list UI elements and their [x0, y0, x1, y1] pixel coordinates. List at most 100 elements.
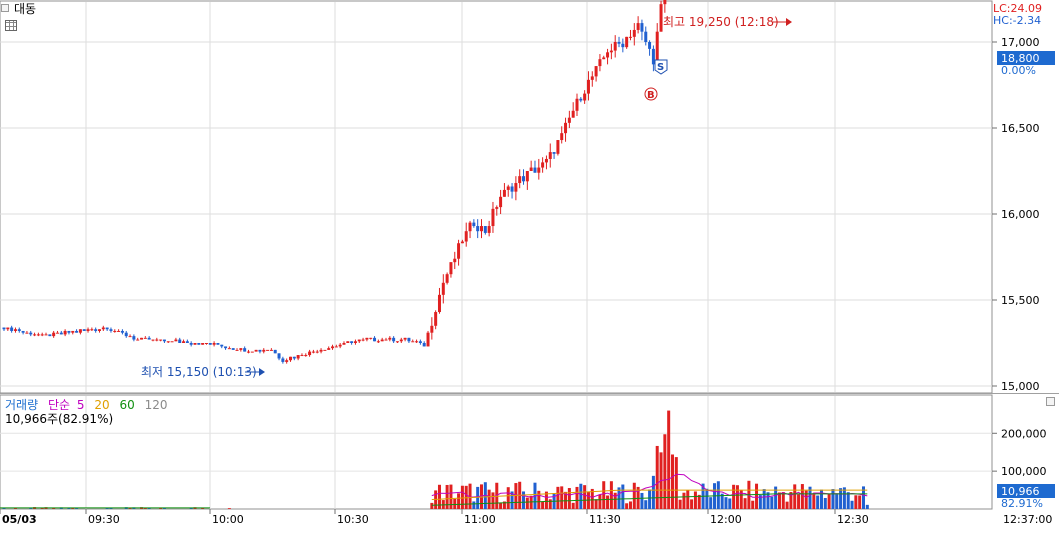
candle-body [71, 330, 75, 333]
volume-bar [644, 500, 648, 509]
candle-body [124, 332, 128, 337]
volume-bar [781, 492, 785, 509]
volume-bar [159, 507, 163, 509]
volume-bar [445, 484, 449, 509]
candle-body [193, 343, 197, 345]
candle-body [373, 337, 377, 342]
time-axis-label: 09:30 [88, 513, 120, 526]
volume-bar [648, 489, 652, 509]
candle-body [117, 330, 121, 332]
candle-body [227, 348, 231, 350]
candle-body [52, 332, 56, 337]
volume-bar [762, 489, 766, 509]
volume-bar [598, 494, 602, 509]
candle-body [395, 341, 399, 343]
volume-bar [502, 501, 506, 509]
volume-bar [472, 501, 476, 509]
candle-body [487, 226, 491, 233]
volume-bar [487, 489, 491, 509]
volume-bar [594, 499, 598, 509]
candle-body [151, 339, 155, 341]
candle-body [140, 337, 144, 340]
volume-bar [640, 492, 644, 509]
candle-body [90, 329, 94, 331]
volume-axis-label: 100,000 [1001, 465, 1047, 478]
candle-body [136, 339, 140, 341]
candle-body [78, 329, 82, 333]
candle-body [75, 330, 79, 333]
candle-body [304, 355, 308, 357]
candle-body [594, 66, 598, 77]
table-icon[interactable] [5, 20, 17, 31]
candle-body [159, 339, 163, 341]
candle-body [67, 330, 71, 333]
candle-body [250, 351, 254, 353]
candle-body [204, 343, 208, 344]
candle-body [560, 133, 564, 141]
low-arrowhead [259, 368, 265, 376]
candle-body [586, 79, 590, 94]
candle-body [495, 207, 499, 209]
price-axis-label: 15,000 [1001, 380, 1040, 393]
volume-bar [858, 495, 862, 509]
volume-bar [758, 495, 762, 509]
volume-bar [774, 486, 778, 509]
sell-marker-label: S [657, 62, 664, 73]
volume-bar [743, 498, 747, 509]
volume-bar [579, 483, 583, 509]
candle-body [472, 222, 476, 227]
candle-body [648, 42, 652, 49]
candle-body [178, 339, 182, 343]
candle-body [384, 339, 388, 341]
time-axis-label: 05/03 [2, 513, 37, 526]
volume-bar [522, 491, 526, 509]
expand-icon[interactable] [1046, 397, 1055, 406]
candle-body [350, 341, 354, 343]
candle-body [224, 346, 228, 349]
candle-body [308, 351, 312, 356]
candle-body [21, 330, 25, 333]
volume-value-box [997, 484, 1055, 498]
candle-body [369, 337, 373, 339]
candle-body [418, 341, 422, 343]
candle-body [273, 349, 277, 354]
volume-bar [678, 499, 682, 509]
candle-body [598, 59, 602, 67]
candle-body [541, 162, 545, 168]
candle-body [441, 282, 445, 295]
candle-body [602, 57, 606, 60]
candle-body [6, 327, 10, 330]
volume-pct-label: 82.91% [1001, 497, 1043, 510]
volume-bar [602, 481, 606, 509]
candle-body [632, 29, 636, 37]
volume-bar [613, 492, 617, 509]
candle-body [468, 222, 472, 232]
candle-body [281, 358, 285, 362]
buy-marker-label: B [647, 90, 655, 101]
volume-bar [560, 486, 564, 509]
volume-bar [755, 483, 759, 509]
minimize-icon[interactable] [1, 4, 9, 12]
candle-body [170, 341, 174, 343]
candle-body [556, 140, 560, 154]
candle-body [644, 31, 648, 42]
volume-bar [686, 490, 690, 509]
volume-bar [766, 492, 770, 509]
volume-bar [819, 489, 823, 509]
candle-body [36, 334, 40, 336]
candle-body [663, 0, 667, 5]
volume-bar [40, 507, 44, 509]
candle-body [552, 152, 556, 154]
sell-marker [654, 59, 668, 75]
ma20-label: 20 [94, 398, 110, 412]
candle-body [44, 334, 48, 336]
candle-body [331, 346, 335, 349]
volume-bar [823, 497, 827, 509]
candle-body [502, 189, 506, 197]
volume-bar [201, 507, 205, 509]
volume-bar [621, 484, 625, 509]
time-axis-label: 10:30 [337, 513, 369, 526]
volume-bar [846, 492, 850, 509]
volume-bar [732, 484, 736, 509]
volume-bar [499, 502, 503, 509]
